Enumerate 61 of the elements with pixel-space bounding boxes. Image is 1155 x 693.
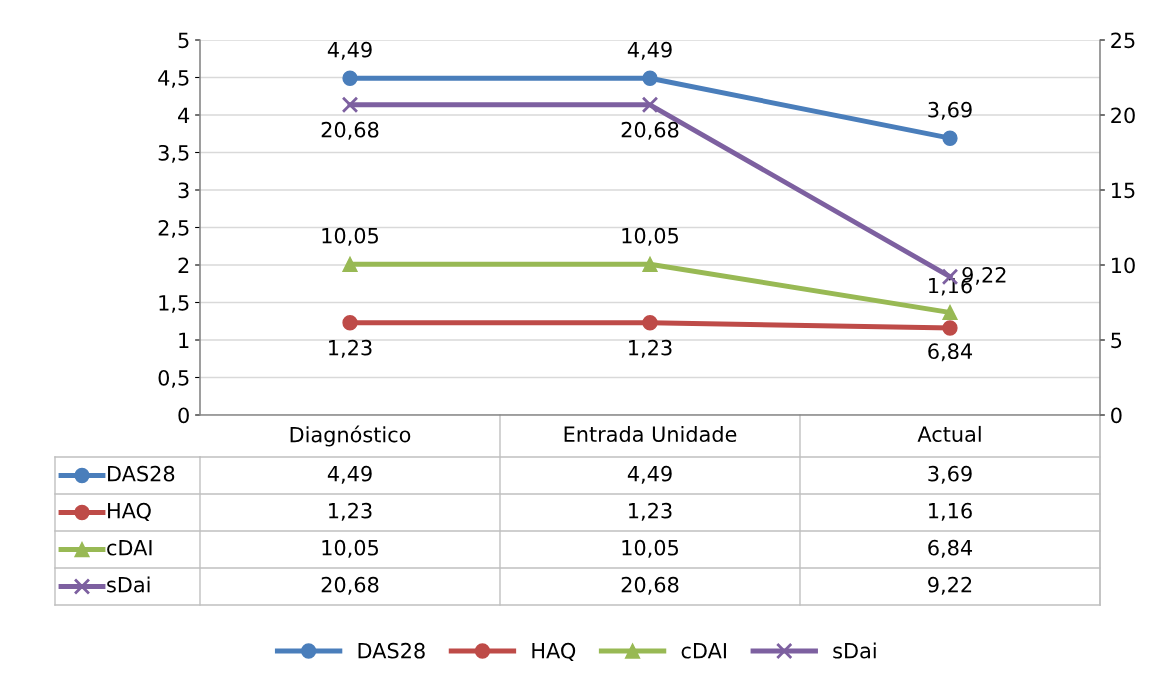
text: 1,23 <box>329 339 372 358</box>
text: sDai <box>833 642 876 659</box>
y-tick-label: 4 <box>178 107 190 123</box>
point <box>342 70 358 86</box>
y-tick-label: 2 <box>178 257 189 273</box>
text: 4,49 <box>327 41 372 60</box>
text: 6,84 <box>928 343 973 362</box>
legend-label: cDAI <box>107 540 152 556</box>
point <box>642 315 658 331</box>
y-tick-label: 3,5 <box>158 144 189 163</box>
text: 10,05 <box>322 227 378 246</box>
legend-label: DAS28 <box>108 465 175 482</box>
data-label: 1,23 <box>329 502 372 521</box>
data-label: 10,05 <box>622 539 678 558</box>
point <box>642 70 658 86</box>
data-label: 6,84 <box>928 539 973 558</box>
text: 4,49 <box>627 41 672 60</box>
point <box>341 96 359 114</box>
data-label: 4,49 <box>327 465 372 484</box>
y-tick-label: 0,5 <box>158 369 189 388</box>
y2-tick-label: 20 <box>1111 107 1135 124</box>
point <box>942 130 958 146</box>
data-label: 20,68 <box>621 576 679 595</box>
data-label: 3,69 <box>928 465 972 484</box>
x-tick-label: Actual <box>917 425 981 443</box>
y-tick-label: 1,5 <box>159 295 189 313</box>
legend-label: HAQ <box>108 502 151 521</box>
point <box>942 320 958 336</box>
y-tick-label: 0 <box>178 407 189 424</box>
text: DAS28 <box>358 642 425 659</box>
text: 20,68 <box>321 121 379 140</box>
data-label: 9,22 <box>928 576 972 595</box>
y-tick-label: 1 <box>179 332 189 348</box>
y2-tick-label: 5 <box>1111 332 1122 349</box>
point <box>641 96 659 114</box>
text: 20,68 <box>621 121 679 140</box>
y2-tick-label: 0 <box>1111 407 1122 424</box>
y-tick-label: 3 <box>178 182 189 199</box>
point <box>342 315 358 331</box>
x-tick-label: Entrada Unidade <box>564 425 737 443</box>
data-label: 1,16 <box>929 502 972 521</box>
point <box>942 304 958 321</box>
y-tick-label: 2,5 <box>158 219 189 238</box>
y-tick-label: 4,5 <box>158 70 189 88</box>
text: 1,23 <box>629 339 672 358</box>
text: cDAI <box>681 643 726 659</box>
legend-label: sDai <box>107 576 150 593</box>
y-tick-label: 5 <box>178 32 189 49</box>
y2-tick-label: 10 <box>1112 257 1135 274</box>
y2-tick-label: 25 <box>1111 32 1135 49</box>
text: 3,69 <box>928 101 972 120</box>
data-label: 10,05 <box>322 539 378 558</box>
x-tick-label: Diagnóstico <box>290 425 411 447</box>
text: HAQ <box>532 642 576 661</box>
y2-tick-label: 15 <box>1112 182 1135 199</box>
text: 10,05 <box>622 227 678 246</box>
data-label: 4,49 <box>627 465 672 484</box>
point <box>342 256 358 272</box>
point <box>642 256 658 272</box>
data-label: 1,23 <box>629 502 672 521</box>
data-label: 20,68 <box>321 576 379 595</box>
